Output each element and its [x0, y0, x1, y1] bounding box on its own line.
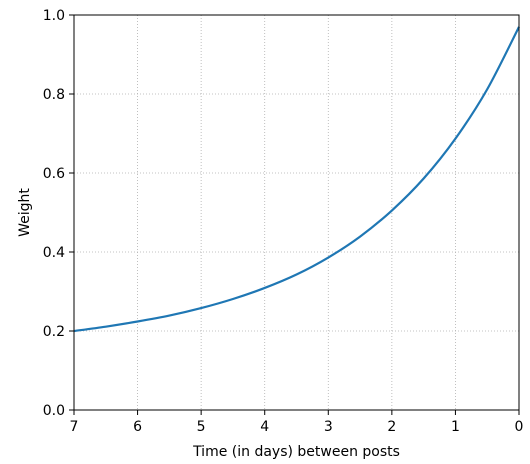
x-tick-label: 1: [451, 419, 460, 435]
x-axis: 7 6 5 4 3 2 1 0: [70, 410, 524, 435]
y-tick-label: 1.0: [43, 8, 65, 24]
y-tick-label: 0.4: [43, 245, 65, 261]
y-tick-label: 0.8: [43, 87, 65, 103]
grid: [73, 14, 520, 411]
y-tick-label: 0.0: [43, 403, 65, 419]
y-tick-label: 0.2: [43, 324, 65, 340]
y-axis-label: Weight: [17, 188, 33, 237]
x-tick-label: 3: [324, 419, 333, 435]
x-tick-label: 2: [387, 419, 396, 435]
x-tick-label: 5: [197, 419, 206, 435]
x-axis-label: Time (in days) between posts: [192, 444, 400, 460]
series-layer: [73, 26, 520, 333]
y-tick-label: 0.6: [43, 166, 65, 182]
x-tick-label: 0: [515, 419, 524, 435]
x-tick-label: 4: [260, 419, 269, 435]
y-axis: 0.0 0.2 0.4 0.6 0.8 1.0: [43, 8, 74, 419]
x-tick-label: 6: [133, 419, 142, 435]
x-tick-label: 7: [70, 419, 79, 435]
plot-frame: [73, 14, 520, 411]
series-line: [73, 26, 520, 333]
